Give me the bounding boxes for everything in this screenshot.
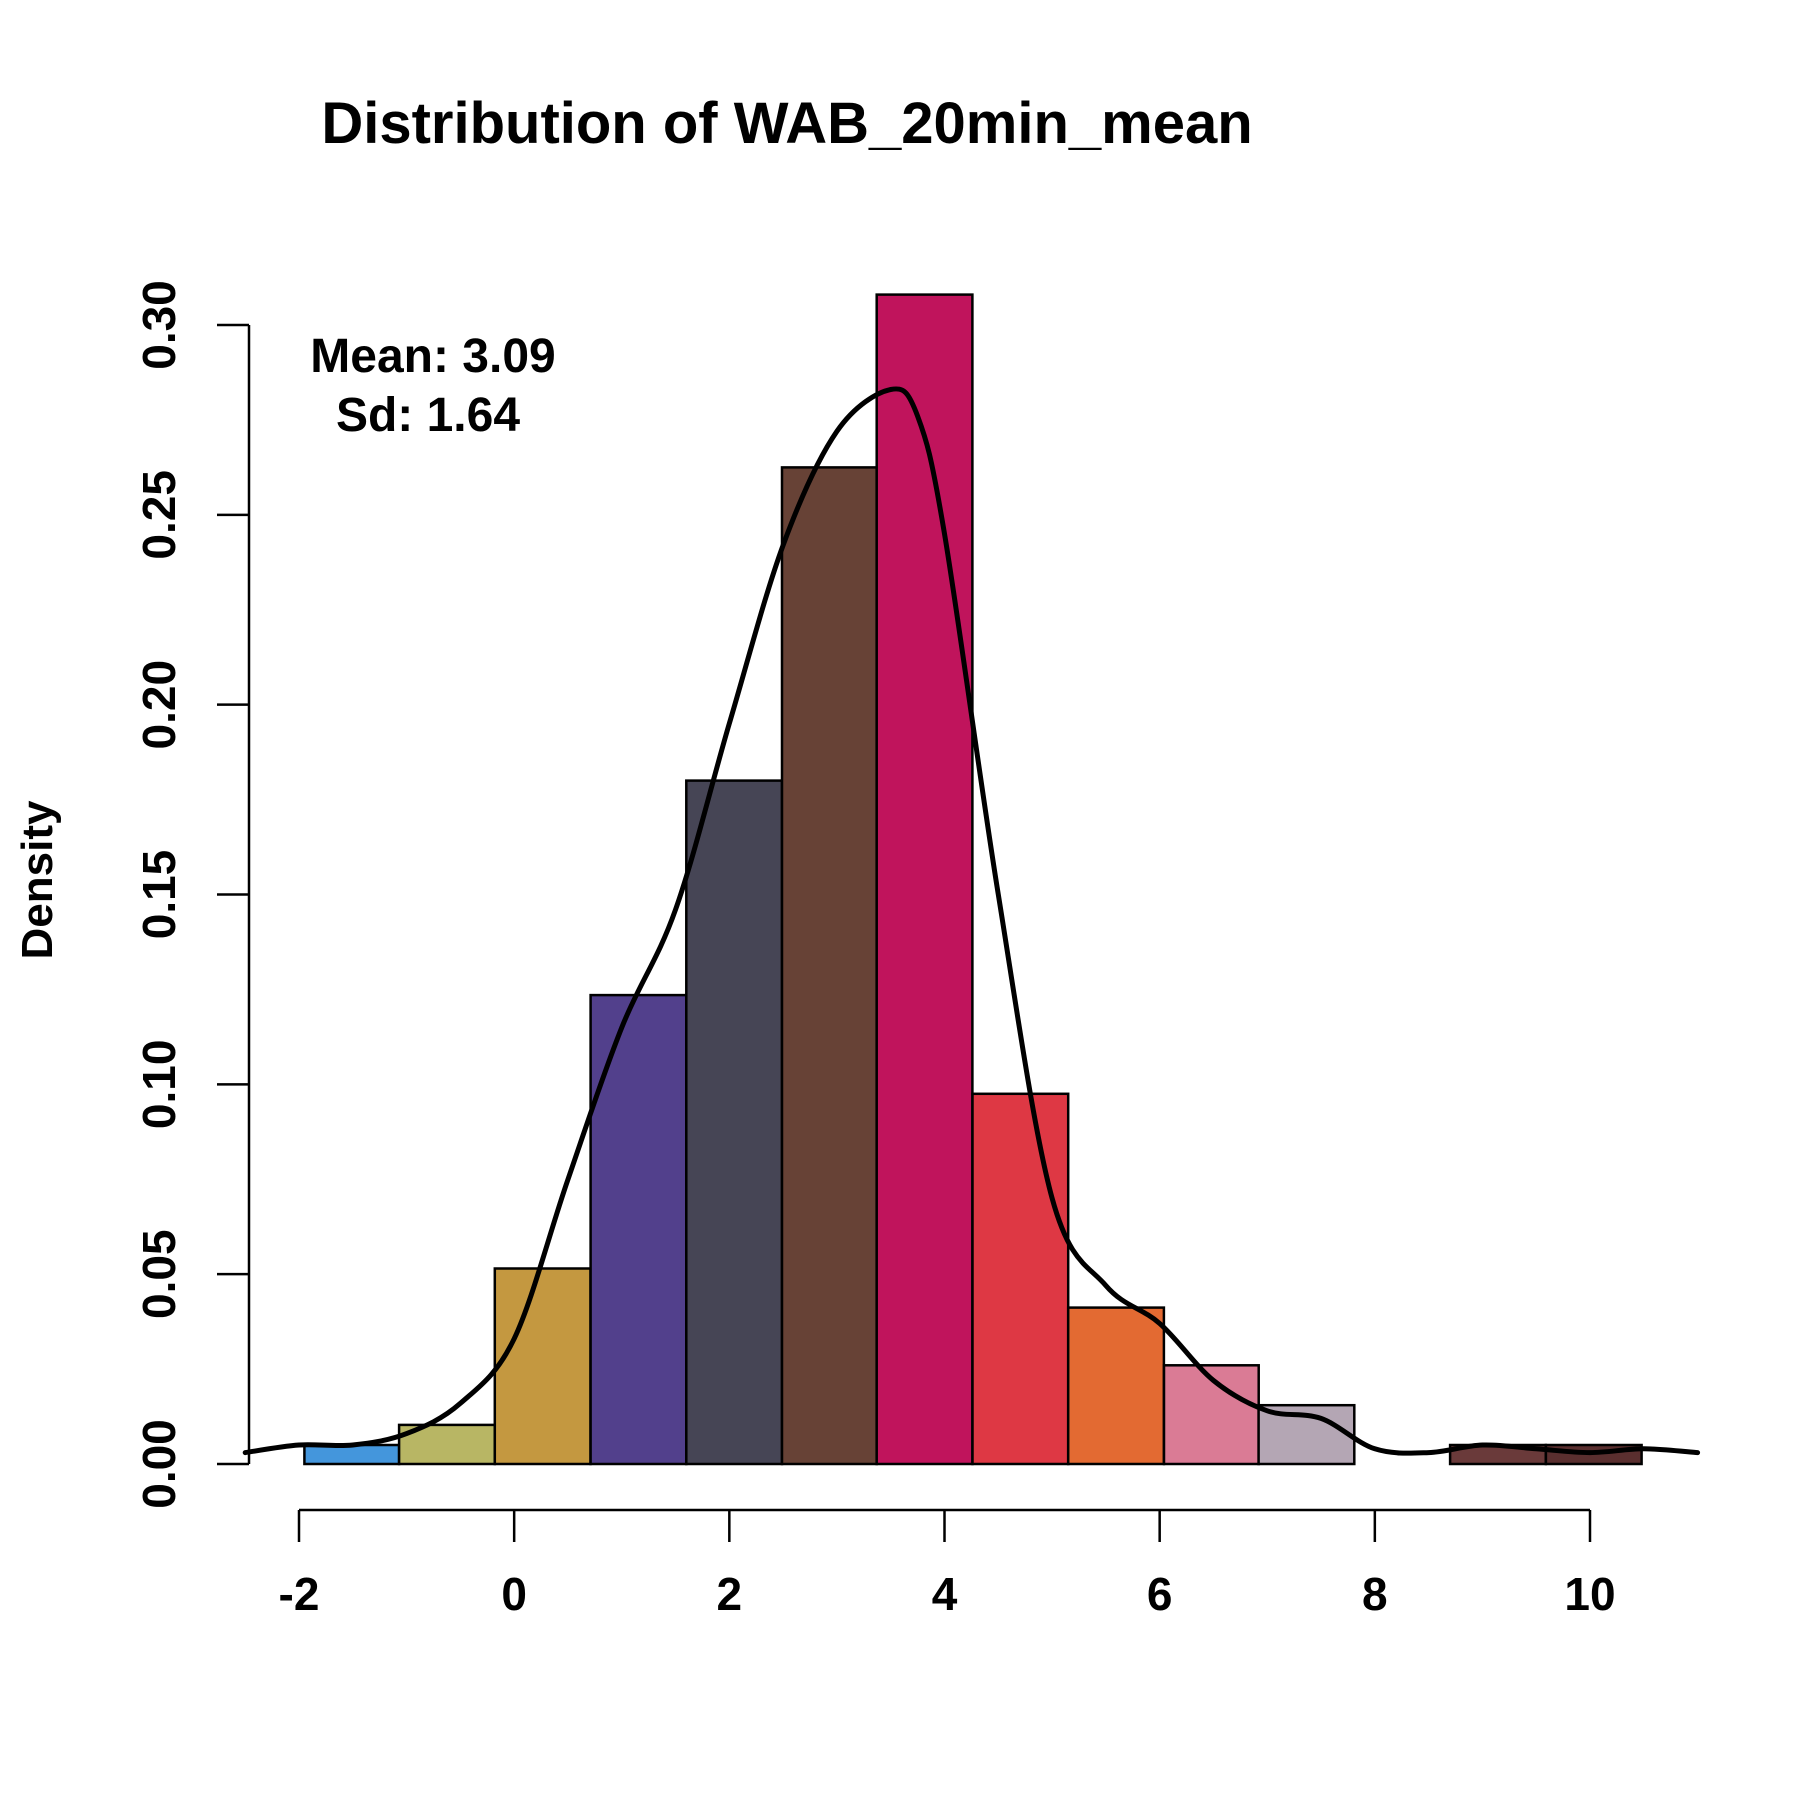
histogram-bar xyxy=(303,1443,401,1466)
y-tick-label: 0.15 xyxy=(133,850,185,940)
sd-annotation: Sd: 1.64 xyxy=(336,389,520,442)
x-tick-label: 0 xyxy=(501,1568,527,1620)
y-tick-label: 0.25 xyxy=(133,470,185,560)
y-tick-label: 0.10 xyxy=(133,1040,185,1130)
mean-annotation: Mean: 3.09 xyxy=(310,330,555,383)
histogram-bar xyxy=(685,779,784,1466)
x-axis: -2 0 2 4 6 8 10 xyxy=(279,1508,1616,1620)
y-tick-label: 0.00 xyxy=(133,1419,185,1509)
x-tick-label: 6 xyxy=(1147,1568,1173,1620)
density-curve-layer xyxy=(242,386,1701,1456)
y-axis-title: Density xyxy=(13,800,62,959)
histogram-bar xyxy=(493,1267,592,1466)
histogram-bar xyxy=(875,293,974,1466)
histogram-bar xyxy=(971,1092,1070,1466)
x-tick-label: -2 xyxy=(279,1568,320,1620)
density-curve xyxy=(242,386,1701,1456)
x-tick-label: 10 xyxy=(1564,1568,1615,1620)
y-tick-label: 0.05 xyxy=(133,1229,185,1319)
bars-layer xyxy=(303,293,1643,1466)
histogram-bar xyxy=(1066,1306,1166,1466)
y-axis: 0.00 0.05 0.10 0.15 0.20 0.25 0.30 xyxy=(133,280,251,1509)
histogram-bar xyxy=(780,466,878,1466)
x-tick-label: 4 xyxy=(932,1568,958,1620)
chart-title: Distribution of WAB_20min_mean xyxy=(321,91,1252,156)
x-tick-label: 2 xyxy=(717,1568,743,1620)
x-tick-label: 8 xyxy=(1362,1568,1388,1620)
y-tick-label: 0.30 xyxy=(133,280,185,370)
y-tick-label: 0.20 xyxy=(133,660,185,750)
